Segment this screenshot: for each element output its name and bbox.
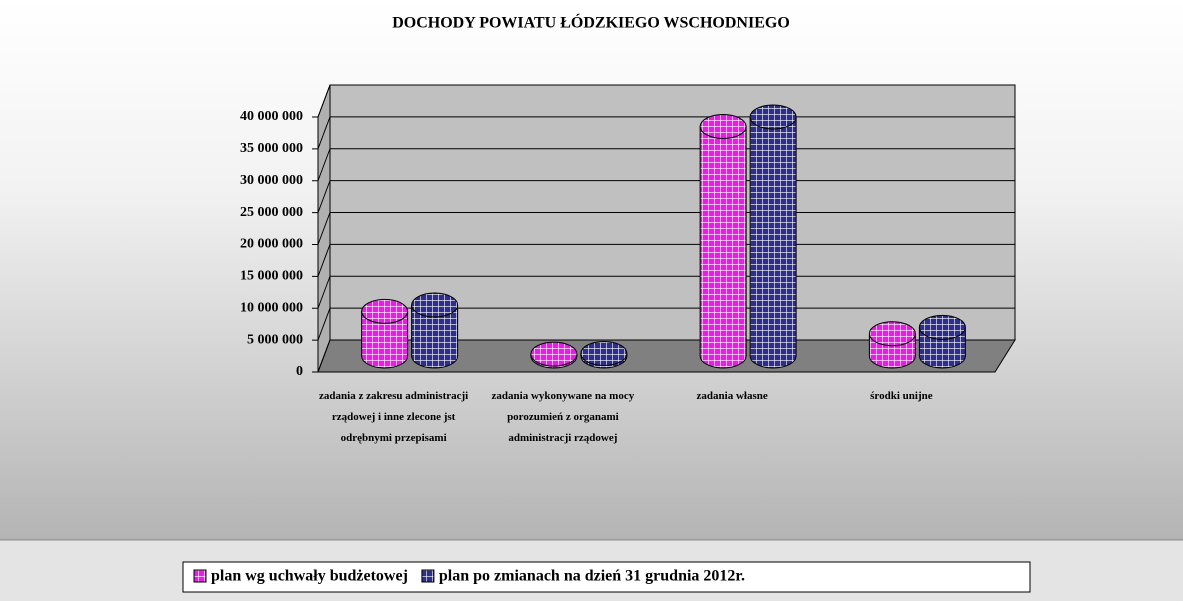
legend-items: plan wg uchwały budżetowej plan po zmiana… bbox=[193, 568, 745, 585]
y-tick-label: 0 bbox=[296, 364, 303, 379]
grid-line-side bbox=[317, 148, 331, 181]
grid-line-side bbox=[317, 276, 331, 309]
x-tick-label: zadania z zakresu administracji rządowej… bbox=[319, 390, 469, 444]
legend-swatch bbox=[193, 569, 207, 583]
y-tick-label: 5 000 000 bbox=[247, 332, 303, 347]
y-tick-label: 40 000 000 bbox=[240, 109, 303, 124]
grid-line-side bbox=[317, 307, 331, 341]
legend-label: plan wg uchwały budżetowej bbox=[211, 568, 408, 585]
grid-line-side bbox=[317, 244, 331, 277]
x-tick-label: środki unijne bbox=[870, 390, 933, 402]
cylinder-top bbox=[530, 341, 578, 367]
legend-label: plan po zmianach na dzień 31 grudnia 201… bbox=[439, 568, 745, 585]
y-tick-label: 25 000 000 bbox=[240, 205, 303, 220]
cylinder-top bbox=[749, 104, 797, 130]
legend bbox=[182, 561, 1031, 593]
grid-line-side bbox=[317, 116, 331, 150]
legend-swatch bbox=[421, 569, 435, 583]
y-tick-label: 15 000 000 bbox=[240, 269, 303, 284]
x-tick-label: zadania wykonywane na mocy porozumień z … bbox=[491, 390, 635, 444]
cylinder-top bbox=[361, 298, 409, 324]
cylinder-top bbox=[699, 114, 747, 139]
chart-title: DOCHODY POWIATU ŁÓDZKIEGO WSCHODNIEGO bbox=[392, 13, 790, 32]
x-tick-label: zadania własne bbox=[696, 390, 768, 402]
bars bbox=[361, 104, 966, 369]
y-tick-label: 30 000 000 bbox=[240, 173, 303, 188]
cylinder-body bbox=[750, 116, 797, 356]
y-tick-label: 20 000 000 bbox=[240, 237, 303, 252]
y-tick-label: 35 000 000 bbox=[240, 141, 303, 156]
grid-line-side bbox=[317, 84, 331, 118]
cylinder-top bbox=[868, 321, 916, 347]
y-tick-label: 10 000 000 bbox=[240, 300, 303, 315]
cylinder-top bbox=[918, 314, 966, 340]
grid-line-side bbox=[317, 339, 331, 373]
cylinder-top bbox=[411, 292, 459, 318]
grid-line-side bbox=[317, 212, 331, 245]
cylinder-body bbox=[700, 126, 747, 356]
grid-line-side bbox=[317, 180, 331, 213]
cylinder-top bbox=[580, 340, 628, 366]
